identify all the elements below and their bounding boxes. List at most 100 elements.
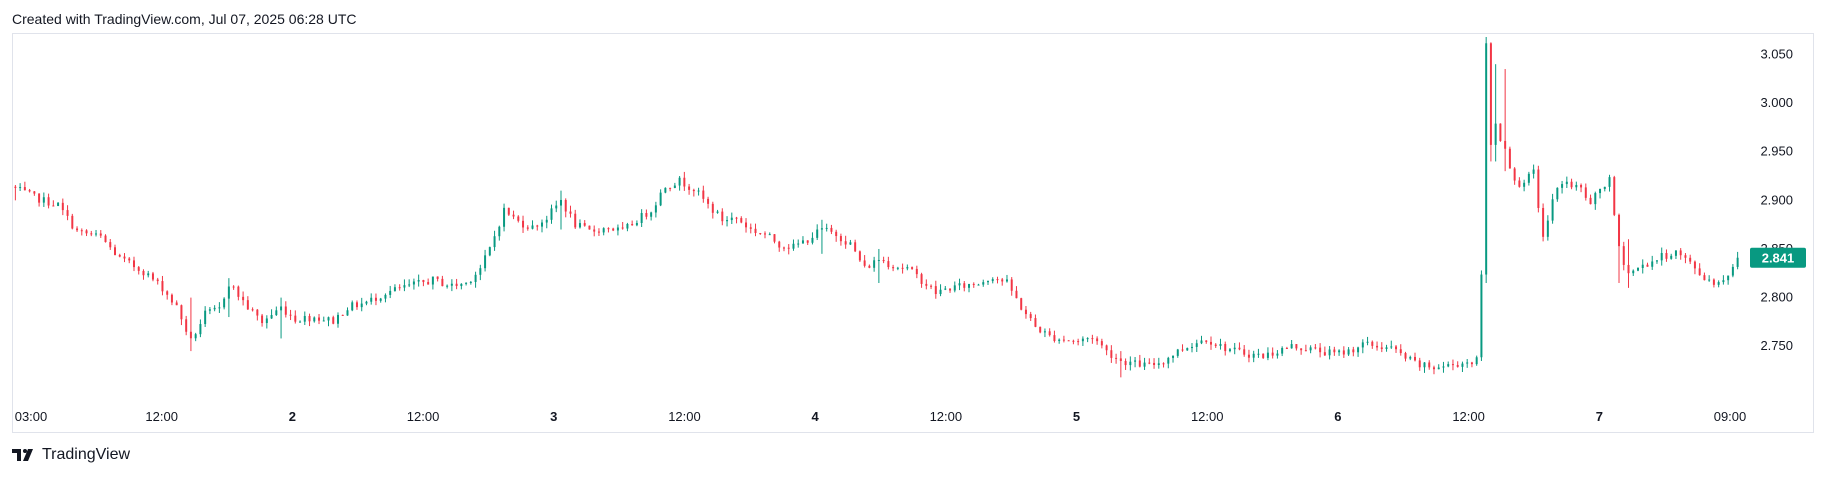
- time-tick-label: 03:00: [15, 409, 48, 424]
- candle-body: [963, 283, 966, 288]
- candle-body: [1266, 352, 1269, 358]
- candle-body: [1072, 340, 1075, 342]
- time-tick-label: 7: [1596, 409, 1603, 424]
- candle-body: [1632, 270, 1635, 274]
- candle-body: [806, 240, 809, 243]
- candle-body: [574, 213, 577, 228]
- candle-body: [631, 224, 634, 226]
- candle-body: [868, 265, 871, 268]
- candles-layer: [14, 36, 1739, 378]
- candle-body: [1186, 348, 1189, 351]
- candle-body: [427, 282, 430, 285]
- candle-body: [1423, 362, 1426, 368]
- candle-body: [71, 215, 74, 229]
- candle-body: [251, 309, 254, 311]
- candle-body: [488, 247, 491, 256]
- candle-body: [1385, 347, 1388, 350]
- candle-body: [1461, 363, 1464, 367]
- candle-body: [128, 258, 131, 261]
- candle-body: [1399, 349, 1402, 354]
- candle-body: [849, 242, 852, 245]
- candle-body: [1191, 346, 1194, 349]
- candle-body: [773, 234, 776, 242]
- footer-brand[interactable]: TradingView: [12, 446, 130, 464]
- candle-body: [930, 285, 933, 287]
- candle-body: [1091, 338, 1094, 340]
- candle-body: [1380, 347, 1383, 350]
- candle-body: [403, 285, 406, 288]
- time-tick-label: 5: [1073, 409, 1080, 424]
- candle-body: [1015, 290, 1018, 299]
- brand-name: TradingView: [42, 446, 131, 463]
- candle-body: [1712, 279, 1715, 285]
- candle-body: [137, 267, 140, 271]
- candle-body: [1418, 360, 1421, 368]
- candle-body: [844, 241, 847, 245]
- candle-body: [1110, 350, 1113, 358]
- tradingview-logo-icon: [12, 449, 33, 461]
- candle-body: [1001, 279, 1004, 282]
- candle-body: [1271, 352, 1274, 356]
- candle-body: [1119, 358, 1122, 361]
- candle-body: [925, 283, 928, 286]
- candle-body: [764, 233, 767, 235]
- candle-body: [673, 185, 676, 188]
- candle-body: [1290, 344, 1293, 349]
- candle-body: [1295, 344, 1298, 349]
- candle-body: [830, 227, 833, 232]
- candle-body: [1489, 43, 1492, 145]
- candle-body: [436, 276, 439, 279]
- candle-body: [559, 199, 562, 206]
- candle-body: [1314, 347, 1317, 349]
- time-tick-label: 2: [289, 409, 296, 424]
- candle-body: [95, 233, 98, 235]
- candle-body: [896, 267, 899, 269]
- candle-body: [1599, 188, 1602, 194]
- candle-body: [536, 225, 539, 227]
- candle-body: [1404, 353, 1407, 359]
- candle-body: [797, 243, 800, 245]
- candle-body: [1390, 346, 1393, 348]
- candle-body: [578, 223, 581, 228]
- candle-body: [14, 186, 17, 188]
- chart-attribution-header: Created with TradingView.com, Jul 07, 20…: [12, 11, 357, 27]
- candle-body: [887, 261, 890, 268]
- candle-body: [654, 205, 657, 213]
- time-tick-label: 12:00: [407, 409, 440, 424]
- candle-body: [346, 310, 349, 316]
- candle-body: [408, 284, 411, 286]
- candle-body: [355, 302, 358, 308]
- candle-body: [265, 318, 268, 324]
- candle-body: [635, 223, 638, 226]
- time-axis[interactable]: 03:00 12:00 2 12:00 3 12:00 4 12:00 5 12:00 6 12:00…: [15, 409, 1747, 424]
- candle-body: [389, 290, 392, 295]
- candle-body: [1466, 362, 1469, 364]
- candle-body: [1518, 180, 1521, 187]
- candle-body: [308, 315, 311, 322]
- candle-body: [593, 229, 596, 232]
- candle-body: [1684, 255, 1687, 258]
- candle-body: [374, 297, 377, 301]
- candle-body: [1081, 338, 1084, 342]
- candle-body: [1243, 349, 1246, 355]
- candle-body: [1228, 349, 1231, 352]
- candle-body: [1414, 356, 1417, 361]
- candle-body: [1575, 184, 1578, 188]
- candle-body: [1276, 353, 1279, 356]
- candle-body: [1138, 360, 1141, 367]
- candle-body: [1053, 335, 1056, 341]
- candle-body: [820, 228, 823, 230]
- candle-body: [1086, 338, 1089, 340]
- candle-body: [920, 274, 923, 284]
- candle-body: [1281, 347, 1284, 354]
- candle-body: [702, 190, 705, 199]
- candle-body: [90, 233, 93, 235]
- candle-body: [1371, 341, 1374, 346]
- candle-body: [327, 317, 330, 321]
- candle-body: [19, 187, 22, 189]
- candle-body: [602, 228, 605, 233]
- candle-body: [944, 288, 947, 290]
- time-tick-label: 12:00: [1191, 409, 1224, 424]
